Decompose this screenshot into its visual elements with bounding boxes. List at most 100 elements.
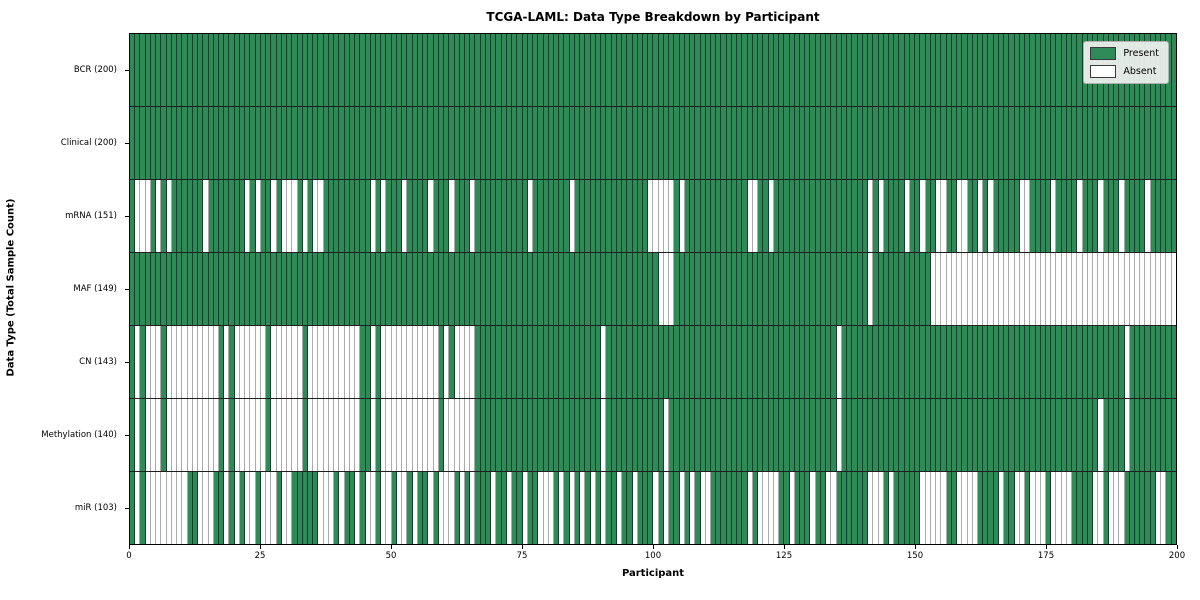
cell (946, 326, 952, 398)
cell (480, 326, 486, 398)
cell (915, 399, 921, 471)
cell (522, 34, 528, 106)
cell (888, 34, 895, 106)
cell (601, 180, 607, 252)
cell (957, 399, 963, 471)
cell (574, 34, 581, 106)
cell (946, 107, 952, 179)
cell (648, 180, 654, 252)
cell (402, 399, 408, 471)
x-axis-title: Participant (621, 568, 685, 579)
cell (800, 253, 806, 325)
cell (1061, 180, 1067, 252)
cell (292, 399, 298, 471)
cell (831, 253, 837, 325)
cell (925, 326, 931, 398)
cell (339, 472, 345, 544)
cell (533, 399, 539, 471)
cell (370, 253, 377, 325)
cell (328, 34, 335, 106)
cell (899, 253, 905, 325)
cell (1030, 472, 1036, 544)
cell (622, 34, 628, 106)
cell (198, 107, 204, 179)
cell (417, 107, 424, 179)
cell (815, 107, 821, 179)
cell (334, 472, 340, 544)
cell (800, 34, 806, 106)
cell (559, 253, 565, 325)
cell (533, 326, 539, 398)
cell (449, 34, 455, 106)
cell (1077, 107, 1083, 179)
cell (407, 107, 413, 179)
cell (491, 399, 497, 471)
cell (407, 399, 413, 471)
cell (266, 399, 272, 471)
cell (313, 472, 319, 544)
cell (177, 472, 183, 544)
cell (789, 326, 795, 398)
cell (396, 472, 403, 544)
cell (653, 180, 659, 252)
cell (391, 472, 397, 544)
cell (595, 472, 602, 544)
cell (962, 107, 968, 179)
cell (459, 107, 465, 179)
cell (648, 326, 654, 398)
cell (491, 253, 497, 325)
cell (370, 399, 377, 471)
cell (423, 34, 429, 106)
cell (166, 399, 172, 471)
cell (784, 180, 790, 252)
cell (1129, 180, 1135, 252)
cell (590, 399, 596, 471)
cell (899, 472, 905, 544)
cell (1030, 326, 1036, 398)
cell (721, 180, 727, 252)
cell (637, 399, 643, 471)
cell (669, 326, 675, 398)
cell (590, 34, 596, 106)
cell (711, 34, 717, 106)
cell (1145, 326, 1151, 398)
cell (674, 399, 680, 471)
cell (930, 253, 937, 325)
cell (1171, 326, 1176, 398)
cell (177, 326, 183, 398)
cell (349, 180, 356, 252)
cell (517, 253, 523, 325)
cell (648, 253, 654, 325)
cell (538, 253, 544, 325)
cell (533, 253, 539, 325)
x-tick-mark (784, 545, 785, 549)
cell (873, 107, 879, 179)
cell (182, 34, 188, 106)
cell (512, 180, 518, 252)
cell (213, 107, 219, 179)
cell (1072, 472, 1078, 544)
cell (517, 399, 523, 471)
cell (679, 326, 685, 398)
cell (412, 34, 418, 106)
cell (763, 399, 769, 471)
cell (130, 253, 136, 325)
cell (1098, 253, 1104, 325)
cell (1135, 107, 1141, 179)
cell (1040, 472, 1047, 544)
cell (1124, 472, 1130, 544)
cell (695, 34, 701, 106)
cell (836, 399, 842, 471)
cell (653, 107, 659, 179)
cell (988, 180, 994, 252)
cell (386, 107, 392, 179)
cell (993, 180, 999, 252)
cell (459, 326, 465, 398)
cell (590, 253, 596, 325)
cell (475, 472, 481, 544)
cell (218, 472, 225, 544)
cell (281, 326, 288, 398)
cell (423, 253, 429, 325)
cell (731, 253, 738, 325)
cell (642, 472, 649, 544)
